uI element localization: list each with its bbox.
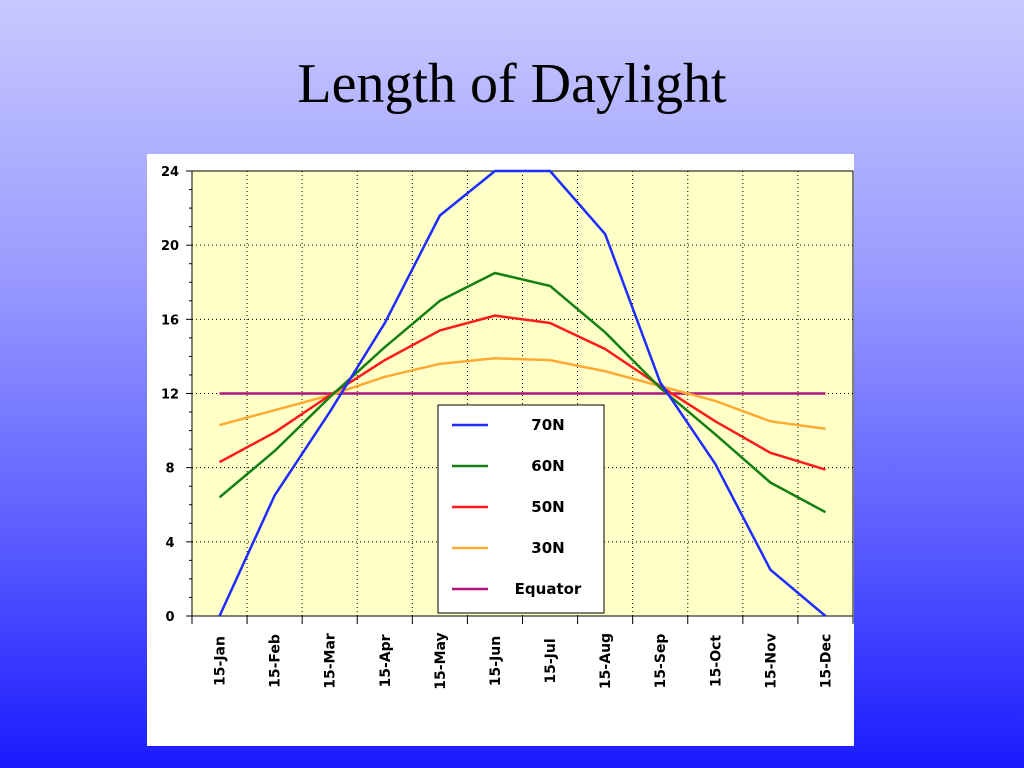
y-tick-label: 12: [161, 388, 179, 403]
series-line-50n: [218, 314, 826, 471]
x-tick-label: 15-Jul: [543, 638, 559, 683]
x-tick-label: 15-Oct: [708, 635, 724, 687]
chart-panel: 0 4 8 12 16 20 24 15-Jan 15-Feb 15-Mar 15-Apr 15-Ma…: [147, 154, 854, 746]
series-line-70n: [218, 169, 827, 617]
legend-label: 50N: [531, 498, 564, 516]
axes: 0 4 8 12 16 20 24 15-Jan 15-Feb 15-Mar 15-Apr 15-Ma…: [161, 165, 854, 690]
x-tick-label: 15-May: [433, 632, 449, 689]
slide-title: Length of Daylight: [297, 53, 727, 115]
x-tick-label: 15-Dec: [818, 634, 834, 689]
series-line-30n: [219, 357, 826, 430]
series-line-60n: [218, 271, 827, 514]
legend-label: 70N: [531, 416, 564, 434]
daylight-line-chart: 0 4 8 12 16 20 24 15-Jan 15-Feb 15-Mar 15-Apr 15-Ma…: [161, 165, 854, 690]
y-tick-label: 16: [161, 313, 179, 328]
y-tick-label: 8: [165, 462, 174, 477]
x-tick-label: 15-Nov: [763, 633, 779, 689]
y-tick-label: 24: [161, 165, 179, 180]
x-tick-label: 15-Feb: [268, 634, 284, 688]
y-tick-label: 0: [165, 610, 174, 625]
x-tick-label: 15-Jun: [488, 636, 504, 686]
x-tick-label: 15-Aug: [598, 633, 614, 689]
y-tick-label: 4: [165, 536, 174, 551]
legend: 70N 60N 50N 30N Equator: [437, 404, 605, 614]
x-tick-label: 15-Mar: [323, 633, 339, 689]
legend-label: 30N: [531, 539, 564, 557]
legend-box: [437, 404, 605, 614]
y-tick-label: 20: [161, 239, 179, 254]
legend-label: 60N: [531, 457, 564, 475]
x-tick-label: 15-Apr: [378, 634, 394, 687]
legend-label: Equator: [515, 580, 582, 598]
series-lines: [218, 169, 827, 617]
x-tick-label: 15-Jan: [213, 636, 229, 686]
x-tick-label: 15-Sep: [653, 634, 669, 689]
